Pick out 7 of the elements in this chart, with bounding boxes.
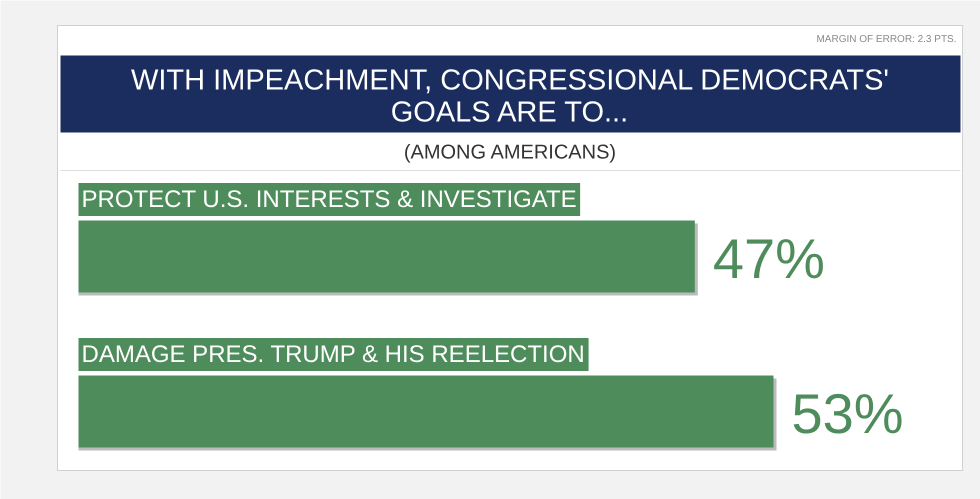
y-tick-label: DAMAGE PRES. TRUMP & HIS REELECTION	[82, 341, 585, 368]
y-tick-label: PROTECT U.S. INTERESTS & INVESTIGATE	[82, 186, 577, 213]
text: MARGIN OF ERROR: 2.3 PTS.	[816, 34, 957, 45]
data-label: 53%	[792, 382, 904, 445]
chart-subtitle: (AMONG AMERICANS)	[404, 142, 616, 164]
chart-title: WITH IMPEACHMENT, CONGRESSIONAL DEMOCRATS' GOALS ARE TO...	[130, 64, 889, 128]
data-label: 47%	[712, 227, 825, 290]
